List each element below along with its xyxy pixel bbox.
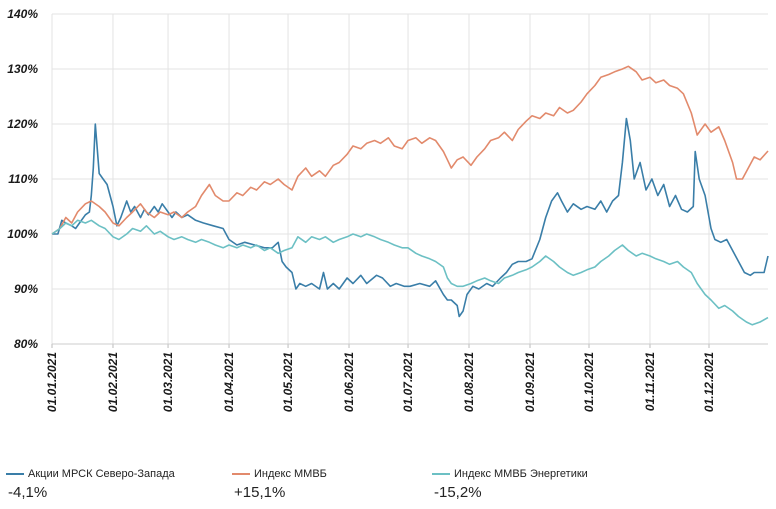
x-tick-label: 01.06.2021 [342, 352, 356, 412]
legend-swatch-mmvb-energy [432, 473, 450, 475]
y-tick-label: 120% [7, 117, 38, 131]
legend-swatch-mmvb [232, 473, 250, 475]
series-line-mmvb-energy [51, 219, 769, 326]
legend-change-mmvb-energy: -15,2% [434, 484, 482, 501]
y-tick-label: 130% [7, 62, 38, 76]
x-tick-label: 01.09.2021 [523, 352, 537, 412]
legend-item-mrsk: Акции МРСК Северо-Запада -4,1% [6, 468, 175, 501]
legend-label-mmvb: Индекс ММВБ [254, 468, 327, 480]
legend-label-mrsk: Акции МРСК Северо-Запада [28, 468, 175, 480]
x-tick-label: 01.07.2021 [401, 352, 415, 412]
legend-change-mrsk: -4,1% [8, 484, 48, 501]
y-tick-label: 140% [7, 7, 38, 21]
gridlines [51, 13, 768, 345]
x-tick-label: 01.04.2021 [222, 352, 236, 412]
x-tick-label: 01.11.2021 [643, 352, 657, 411]
legend-label-mmvb-energy: Индекс ММВБ Энергетики [454, 468, 588, 480]
x-tick-label: 01.03.2021 [161, 352, 175, 412]
series-lines [51, 65, 769, 326]
y-axis: 80% 90% 100% 110% 120% 130% 140% [7, 7, 38, 351]
x-tick-label: 01.01.2021 [45, 352, 59, 412]
legend-swatch-mrsk [6, 473, 24, 475]
x-tick-label: 01.02.2021 [106, 352, 120, 412]
x-tick-label: 01.12.2021 [702, 352, 716, 412]
series-line-mrsk [52, 117, 769, 318]
y-tick-label: 80% [14, 337, 38, 351]
legend-item-mmvb: Индекс ММВБ +15,1% [232, 468, 327, 501]
y-tick-label: 90% [14, 282, 38, 296]
series-line-mmvb [51, 65, 769, 235]
x-tick-label: 01.10.2021 [582, 352, 596, 412]
x-tick-label: 01.05.2021 [281, 352, 295, 412]
y-tick-label: 110% [8, 172, 38, 186]
y-tick-label: 100% [7, 227, 38, 241]
x-tick-label: 01.08.2021 [462, 352, 476, 412]
legend-change-mmvb: +15,1% [234, 484, 286, 501]
x-axis: 01.01.2021 01.02.2021 01.03.2021 01.04.2021… [45, 343, 768, 412]
legend-item-mmvb-energy: Индекс ММВБ Энергетики -15,2% [432, 468, 588, 501]
